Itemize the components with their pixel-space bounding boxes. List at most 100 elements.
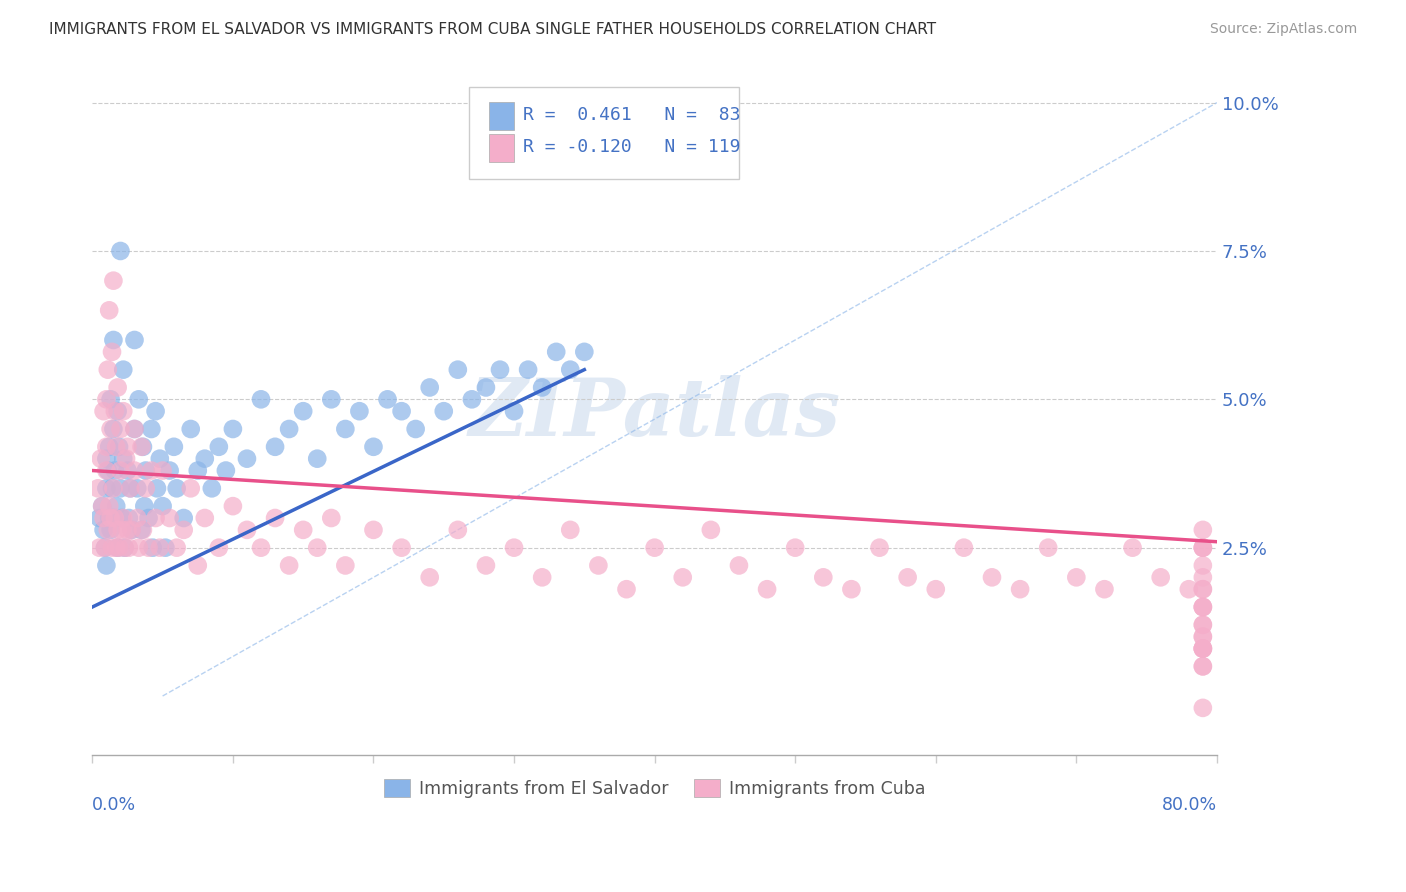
Point bbox=[264, 440, 287, 454]
Point bbox=[166, 481, 188, 495]
Point bbox=[149, 541, 172, 555]
Point bbox=[1038, 541, 1060, 555]
Point bbox=[98, 499, 121, 513]
Point bbox=[159, 511, 181, 525]
Point bbox=[1192, 659, 1215, 673]
Point bbox=[433, 404, 456, 418]
Point bbox=[1178, 582, 1201, 597]
Point bbox=[118, 541, 141, 555]
Point bbox=[90, 451, 112, 466]
Point bbox=[114, 541, 136, 555]
Point bbox=[101, 481, 124, 495]
Legend: Immigrants from El Salvador, Immigrants from Cuba: Immigrants from El Salvador, Immigrants … bbox=[377, 772, 932, 805]
Point bbox=[132, 440, 155, 454]
Point bbox=[925, 582, 948, 597]
Point bbox=[166, 541, 188, 555]
Point bbox=[756, 582, 779, 597]
Point bbox=[159, 464, 181, 478]
Point bbox=[100, 523, 122, 537]
Point bbox=[208, 541, 231, 555]
Point bbox=[127, 481, 149, 495]
Point bbox=[517, 362, 540, 376]
Point bbox=[335, 558, 357, 573]
Point bbox=[107, 541, 129, 555]
Point bbox=[100, 422, 122, 436]
Point bbox=[145, 511, 167, 525]
Point bbox=[1122, 541, 1144, 555]
Point bbox=[104, 511, 127, 525]
Point bbox=[173, 511, 195, 525]
Point bbox=[100, 511, 122, 525]
Point bbox=[187, 558, 209, 573]
Point bbox=[121, 523, 143, 537]
Point bbox=[131, 523, 153, 537]
Point bbox=[105, 499, 128, 513]
Point bbox=[201, 481, 224, 495]
Point bbox=[1150, 570, 1173, 584]
Point bbox=[120, 481, 142, 495]
Point bbox=[112, 362, 135, 376]
Point bbox=[117, 523, 139, 537]
Point bbox=[292, 404, 315, 418]
Point bbox=[377, 392, 399, 407]
Point bbox=[112, 511, 135, 525]
Point bbox=[475, 558, 498, 573]
Point bbox=[1192, 641, 1215, 656]
Text: IMMIGRANTS FROM EL SALVADOR VS IMMIGRANTS FROM CUBA SINGLE FATHER HOUSEHOLDS COR: IMMIGRANTS FROM EL SALVADOR VS IMMIGRANT… bbox=[49, 22, 936, 37]
Point bbox=[124, 333, 146, 347]
Point bbox=[813, 570, 835, 584]
Point bbox=[138, 541, 160, 555]
Point bbox=[163, 440, 186, 454]
Point bbox=[120, 481, 142, 495]
Point bbox=[107, 404, 129, 418]
Point bbox=[503, 541, 526, 555]
Point bbox=[785, 541, 807, 555]
Point bbox=[363, 440, 385, 454]
Point bbox=[103, 422, 125, 436]
Point bbox=[97, 362, 120, 376]
Point bbox=[115, 451, 138, 466]
Point bbox=[391, 404, 413, 418]
Point bbox=[616, 582, 638, 597]
Point bbox=[1192, 600, 1215, 615]
Point bbox=[152, 464, 174, 478]
Point bbox=[91, 499, 114, 513]
Point bbox=[110, 244, 132, 258]
Point bbox=[419, 380, 441, 394]
Point bbox=[155, 541, 177, 555]
Point bbox=[93, 511, 115, 525]
Point bbox=[1192, 641, 1215, 656]
Point bbox=[278, 558, 301, 573]
Point bbox=[560, 362, 582, 376]
Point bbox=[89, 541, 111, 555]
Point bbox=[672, 570, 695, 584]
Point bbox=[103, 333, 125, 347]
Point bbox=[87, 481, 110, 495]
FancyBboxPatch shape bbox=[470, 87, 740, 178]
Point bbox=[112, 451, 135, 466]
Text: 80.0%: 80.0% bbox=[1161, 797, 1218, 814]
Point bbox=[173, 523, 195, 537]
Point bbox=[700, 523, 723, 537]
Point bbox=[141, 422, 163, 436]
Point bbox=[208, 440, 231, 454]
Point bbox=[1192, 630, 1215, 644]
Point bbox=[89, 511, 111, 525]
Point bbox=[1066, 570, 1088, 584]
Point bbox=[96, 440, 118, 454]
Point bbox=[419, 570, 441, 584]
Point bbox=[187, 464, 209, 478]
Point bbox=[222, 422, 245, 436]
Point bbox=[96, 451, 118, 466]
FancyBboxPatch shape bbox=[489, 103, 515, 129]
Point bbox=[349, 404, 371, 418]
Point bbox=[447, 523, 470, 537]
Point bbox=[250, 392, 273, 407]
Point bbox=[1192, 659, 1215, 673]
Point bbox=[110, 464, 132, 478]
Point bbox=[1192, 617, 1215, 632]
Point bbox=[475, 380, 498, 394]
Point bbox=[869, 541, 891, 555]
Point bbox=[97, 464, 120, 478]
Point bbox=[236, 523, 259, 537]
